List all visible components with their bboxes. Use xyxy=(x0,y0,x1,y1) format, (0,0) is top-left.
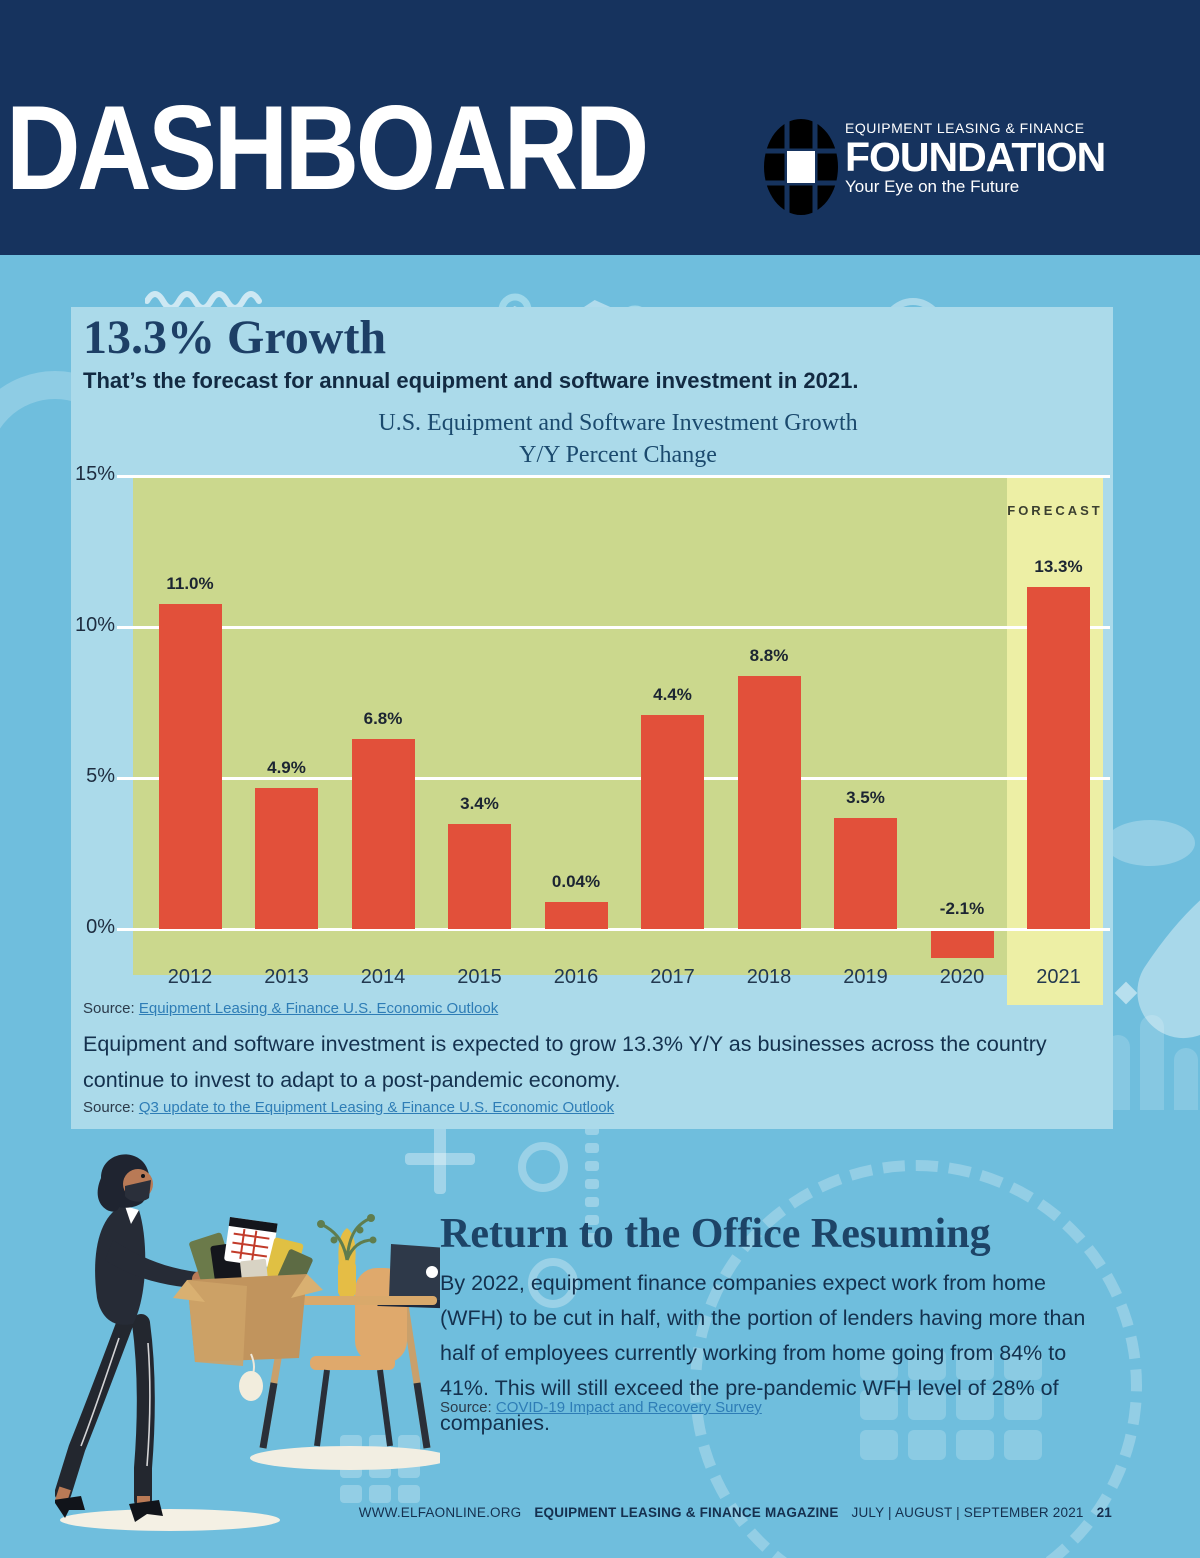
growth-subheadline: That’s the forecast for annual equipment… xyxy=(83,368,859,393)
bar-value-label-2017: 4.4% xyxy=(653,685,692,705)
gridline-5 xyxy=(117,777,1110,780)
decor-squiggle xyxy=(1137,900,1200,1039)
decor-ghost-bar xyxy=(1174,1048,1198,1110)
q3-source-line: Source: Q3 update to the Equipment Leasi… xyxy=(83,1099,614,1116)
footer-issue: JULY | AUGUST | SEPTEMBER 2021 xyxy=(851,1505,1084,1520)
y-tick-15%: 15% xyxy=(74,463,115,485)
bar-value-label-2018: 8.8% xyxy=(749,646,789,666)
bar-2019 xyxy=(834,817,897,929)
decor-ghost-bar xyxy=(1140,1015,1164,1110)
bar-2013 xyxy=(255,787,318,929)
decor-ellipse xyxy=(1105,820,1195,866)
bar-2014 xyxy=(351,739,415,929)
bar-2012 xyxy=(158,603,222,929)
chart-subtitle: Y/Y Percent Change xyxy=(519,442,717,468)
office-headline: Return to the Office Resuming xyxy=(440,1211,991,1257)
chart-title: U.S. Equipment and Software Investment G… xyxy=(378,410,858,436)
y-tick-10%: 10% xyxy=(74,614,115,636)
x-tick-2021: 2021 xyxy=(1036,966,1081,988)
source-prefix: Source: xyxy=(440,1399,496,1416)
x-tick-2019: 2019 xyxy=(843,966,888,988)
covid-source-link[interactable]: COVID-19 Impact and Recovery Survey xyxy=(495,1399,762,1416)
logo-text: EQUIPMENT LEASING & FINANCE FOUNDATION Y… xyxy=(845,120,1106,197)
logo-org-line: EQUIPMENT LEASING & FINANCE xyxy=(845,120,1085,136)
office-illustration xyxy=(55,1154,440,1531)
x-tick-2015: 2015 xyxy=(457,966,502,988)
bar-value-label-2014: 6.8% xyxy=(363,709,403,729)
desk xyxy=(257,1214,440,1449)
bar-2016 xyxy=(544,901,608,929)
source-prefix: Source: xyxy=(83,1099,139,1116)
globe-icon xyxy=(764,119,838,215)
woman-figure xyxy=(55,1154,208,1522)
page-footer: WWW.ELFAONLINE.ORG EQUIPMENT LEASING & F… xyxy=(350,1505,1112,1520)
bar-value-label-2013: 4.9% xyxy=(267,757,306,777)
decor-diamond xyxy=(1114,981,1138,1005)
office-body-text: By 2022, equipment finance companies exp… xyxy=(440,1271,1086,1435)
chart-source-link[interactable]: Equipment Leasing & Finance U.S. Economi… xyxy=(138,1000,499,1017)
forecast-label: FORECAST xyxy=(1007,503,1103,518)
bar-value-label-2015: 3.4% xyxy=(460,793,499,813)
x-tick-2018: 2018 xyxy=(746,966,792,988)
x-tick-2014: 2014 xyxy=(360,966,406,988)
y-tick-0%: 0% xyxy=(86,916,115,938)
floor-shadow xyxy=(60,1509,280,1531)
bar-2015 xyxy=(448,823,511,929)
gridline-0 xyxy=(117,928,1110,931)
growth-headline: 13.3% Growth xyxy=(83,311,387,364)
y-tick-5%: 5% xyxy=(86,765,115,787)
x-tick-2012: 2012 xyxy=(167,966,213,988)
gridline-15 xyxy=(117,475,1110,478)
masthead: DASHBOARD EQUIPMENT LEASING & FINANCE FO… xyxy=(0,0,1200,255)
vase-plant xyxy=(317,1214,377,1298)
bar-value-label-2016: 0.04% xyxy=(551,871,601,891)
footer-magazine: EQUIPMENT LEASING & FINANCE MAGAZINE xyxy=(534,1505,839,1520)
source-prefix: Source: xyxy=(83,1000,139,1017)
x-tick-2016: 2016 xyxy=(553,966,599,988)
bar-2018 xyxy=(737,676,801,929)
bar-2020 xyxy=(930,931,994,959)
x-tick-2020: 2020 xyxy=(939,966,985,988)
logo-name: FOUNDATION xyxy=(845,134,1106,180)
chart-source-line: Source: Equipment Leasing & Finance U.S.… xyxy=(83,1000,498,1017)
q3-source-link[interactable]: Q3 update to the Equipment Leasing & Fin… xyxy=(138,1099,615,1116)
footer-url: WWW.ELFAONLINE.ORG xyxy=(358,1505,522,1520)
moving-box xyxy=(173,1216,323,1401)
bar-2021 xyxy=(1027,587,1090,929)
footer-page-number: 21 xyxy=(1096,1505,1112,1520)
bar-value-label-2012: 11.0% xyxy=(166,573,214,593)
calendar xyxy=(224,1216,278,1267)
covid-source-line: Source: COVID-19 Impact and Recovery Sur… xyxy=(440,1399,762,1416)
bar-value-label-2019: 3.5% xyxy=(846,787,885,807)
growth-body-text: Equipment and software investment is exp… xyxy=(83,1032,1047,1092)
x-tick-2017: 2017 xyxy=(650,966,695,988)
bar-value-label-2021: 13.3% xyxy=(1034,557,1083,577)
decor-ring-small xyxy=(518,1142,568,1192)
bar-value-label-2020: -2.1% xyxy=(939,899,985,918)
bar-2017 xyxy=(641,715,704,929)
desk-shadow xyxy=(250,1446,440,1470)
x-tick-2013: 2013 xyxy=(264,966,309,988)
gridline-10 xyxy=(117,626,1110,629)
logo-tagline: Your Eye on the Future xyxy=(845,177,1020,197)
page-title: DASHBOARD xyxy=(6,81,649,215)
